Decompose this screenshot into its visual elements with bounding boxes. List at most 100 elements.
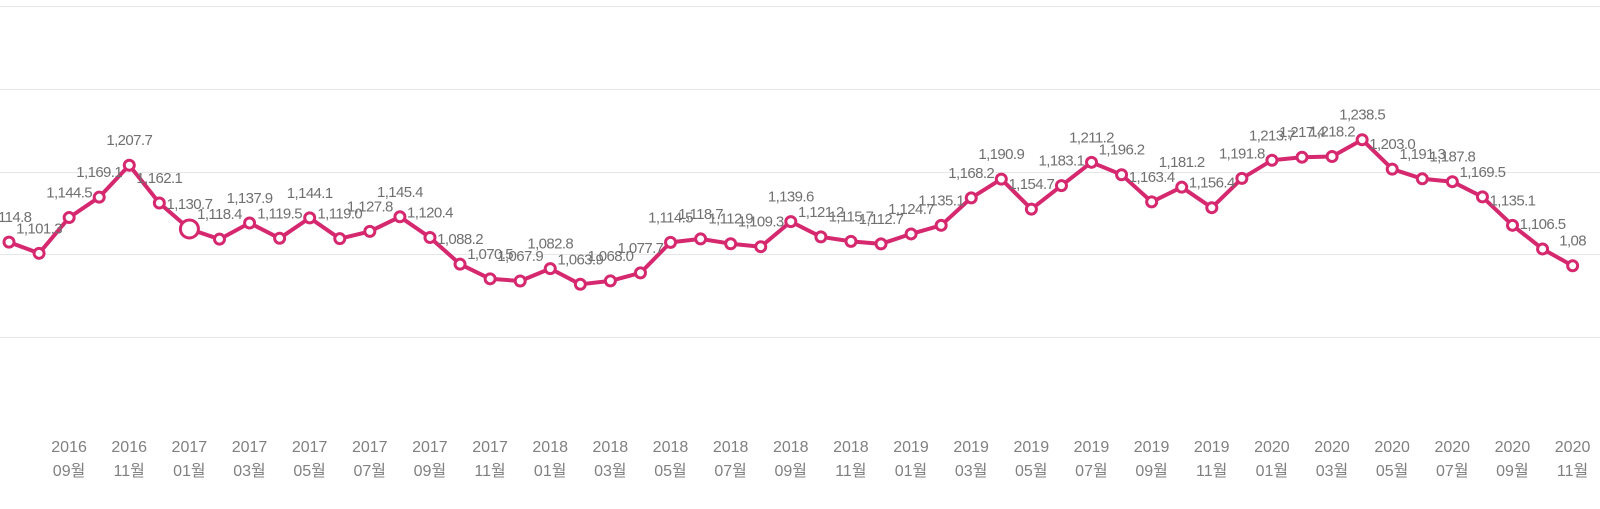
x-tick-label: 2019 01월: [893, 439, 929, 480]
data-label: 1,077.7: [618, 240, 664, 257]
data-label: 1,145.4: [377, 184, 423, 201]
data-point[interactable]: [273, 231, 287, 245]
data-point[interactable]: [1265, 153, 1279, 167]
data-point[interactable]: [814, 230, 828, 244]
data-point[interactable]: [243, 216, 257, 230]
data-point[interactable]: [363, 224, 377, 238]
data-point[interactable]: [844, 234, 858, 248]
data-label: 1,190.9: [978, 146, 1024, 163]
data-point[interactable]: [152, 196, 166, 210]
data-point[interactable]: [212, 232, 226, 246]
data-label: 1,101.3: [16, 220, 62, 237]
data-point[interactable]: [453, 257, 467, 271]
x-tick-label: 2017 09월: [412, 439, 448, 480]
data-label: 1,137.9: [227, 190, 273, 207]
data-point[interactable]: [1235, 171, 1249, 185]
x-tick-label: 2020 01월: [1254, 439, 1290, 480]
data-point[interactable]: [724, 237, 738, 251]
data-point[interactable]: [178, 218, 200, 240]
data-label: 1,118.7: [678, 206, 723, 223]
data-point[interactable]: [333, 232, 347, 246]
data-label: 1,114.5: [648, 209, 693, 226]
data-point[interactable]: [1024, 202, 1038, 216]
series-line: [7, 137, 1575, 287]
data-point[interactable]: [603, 274, 617, 288]
x-tick-label: 2017 07월: [352, 439, 388, 480]
data-label: 1,238.5: [1339, 107, 1385, 124]
data-point[interactable]: [543, 262, 557, 276]
data-label: 1,168.2: [948, 165, 994, 182]
data-point[interactable]: [1325, 150, 1339, 164]
data-point[interactable]: [664, 235, 678, 249]
x-tick-label: 2018 11월: [833, 439, 869, 480]
data-label: 1,162.1: [136, 170, 182, 187]
data-label: 1,135.1: [918, 192, 964, 209]
data-label: 1,139.6: [768, 189, 814, 206]
data-point[interactable]: [694, 232, 708, 246]
data-point[interactable]: [2, 235, 16, 249]
data-point[interactable]: [303, 211, 317, 225]
data-label: 1,063.9: [557, 251, 603, 268]
data-label: 1,169.5: [1460, 164, 1506, 181]
data-point[interactable]: [32, 246, 46, 260]
data-point[interactable]: [1445, 175, 1459, 189]
data-point[interactable]: [754, 240, 768, 254]
data-point[interactable]: [1085, 155, 1099, 169]
data-point[interactable]: [1355, 133, 1369, 147]
data-label: 1,109.3: [738, 214, 784, 231]
data-label: 1,088.2: [437, 231, 483, 248]
data-point[interactable]: [423, 231, 437, 245]
data-label: 1,183.1: [1039, 153, 1085, 170]
data-point[interactable]: [874, 237, 888, 251]
data-point[interactable]: [573, 277, 587, 291]
data-label: 1,068.0: [587, 248, 633, 265]
x-tick-label: 2018 07월: [713, 439, 749, 480]
data-point[interactable]: [904, 227, 918, 241]
x-tick-label: 2019 11월: [1194, 439, 1230, 480]
data-label: 1,196.2: [1099, 142, 1145, 159]
data-point[interactable]: [1145, 195, 1159, 209]
x-tick-label: 2017 01월: [172, 439, 208, 480]
x-tick-label: 2017 11월: [472, 439, 508, 480]
data-label: 1,207.7: [106, 132, 152, 149]
data-point[interactable]: [1295, 150, 1309, 164]
data-label: 1,112.9: [708, 211, 753, 228]
data-point[interactable]: [934, 218, 948, 232]
x-tick-label: 2016 11월: [111, 439, 147, 480]
data-label: 1,112.7: [859, 211, 904, 228]
x-tick-label: 2020 09월: [1495, 439, 1531, 480]
data-point[interactable]: [964, 191, 978, 205]
data-point[interactable]: [1475, 190, 1489, 204]
data-point[interactable]: [1536, 242, 1550, 256]
data-label: 1,211.2: [1069, 129, 1114, 146]
data-point[interactable]: [1566, 259, 1580, 273]
data-label: 1,203.0: [1369, 136, 1415, 153]
data-point[interactable]: [122, 158, 136, 172]
data-point[interactable]: [994, 172, 1008, 186]
data-point[interactable]: [1054, 179, 1068, 193]
data-label: 1,119.5: [257, 205, 302, 222]
data-point[interactable]: [1385, 162, 1399, 176]
data-point[interactable]: [513, 274, 527, 288]
data-point[interactable]: [393, 210, 407, 224]
data-point[interactable]: [1205, 201, 1219, 215]
data-point[interactable]: [483, 272, 497, 286]
x-tick-label: 2018 03월: [593, 439, 629, 480]
x-tick-label: 2019 09월: [1134, 439, 1170, 480]
x-tick-label: 2018 05월: [653, 439, 689, 480]
data-point[interactable]: [1506, 218, 1519, 232]
data-label: 1,067.9: [497, 248, 543, 265]
data-point[interactable]: [1415, 172, 1429, 186]
data-label: 1,181.2: [1159, 154, 1205, 171]
data-label: 1,119.0: [317, 206, 362, 223]
x-tick-label: 2017 03월: [232, 439, 268, 480]
data-point[interactable]: [1175, 180, 1189, 194]
data-point[interactable]: [633, 266, 647, 280]
data-point[interactable]: [92, 190, 106, 204]
data-point[interactable]: [784, 215, 798, 229]
data-label: 1,187.8: [1429, 149, 1475, 166]
data-point[interactable]: [62, 211, 76, 225]
data-point[interactable]: [1115, 168, 1129, 182]
